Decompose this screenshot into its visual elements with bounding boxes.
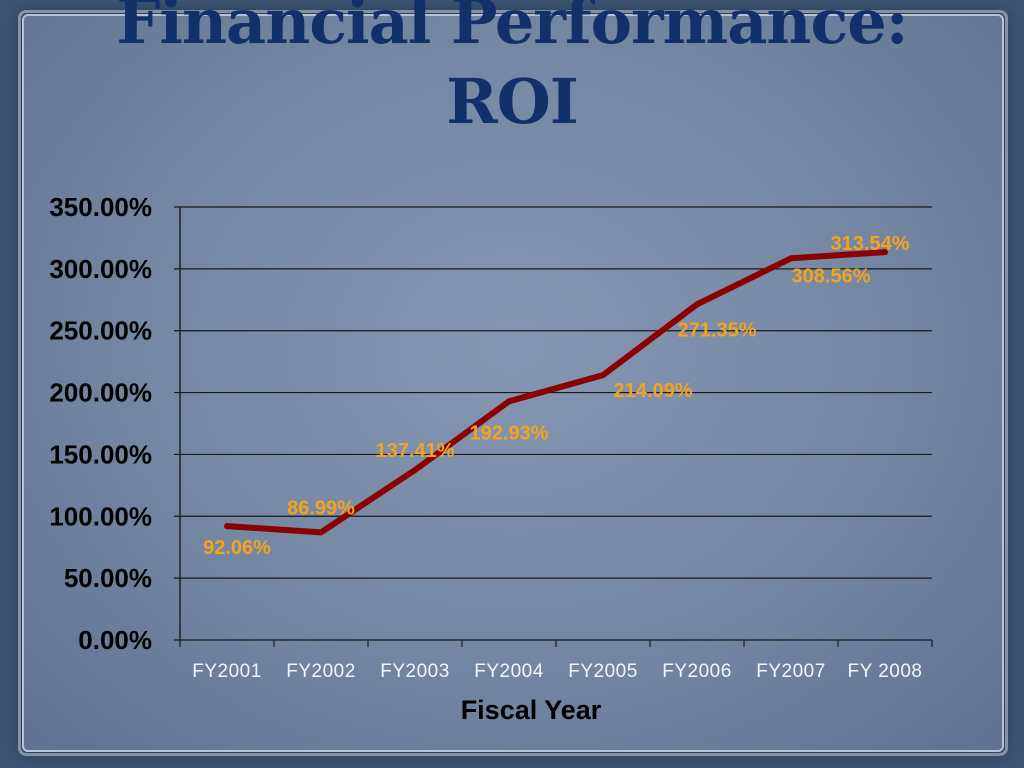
- data-label: 313.54%: [831, 233, 910, 255]
- roi-series-line: [224, 249, 888, 536]
- chart-series: [224, 249, 888, 536]
- y-tick-label: 150.00%: [49, 439, 152, 469]
- slide-title-line-2: ROI: [446, 65, 579, 138]
- x-tick-label: FY2007: [756, 661, 826, 682]
- slide-background: [22, 14, 1004, 752]
- x-axis-label: Fiscal Year: [461, 695, 602, 725]
- y-tick-label: 200.00%: [49, 378, 152, 408]
- x-tick-label: FY2003: [380, 661, 450, 682]
- y-tick-label: 50.00%: [64, 563, 152, 593]
- y-tick-label: 100.00%: [49, 501, 152, 531]
- data-label: 92.06%: [203, 537, 271, 559]
- slide-title-line-1: Financial Performance:: [116, 0, 908, 58]
- data-label: 308.56%: [792, 265, 871, 287]
- y-tick-label: 350.00%: [49, 192, 152, 222]
- y-axis-ticks: 0.00% 50.00% 100.00% 150.00% 200.00% 250.00% 3…: [49, 192, 152, 655]
- slide-border: [18, 10, 1008, 756]
- data-label: 214.09%: [614, 380, 693, 402]
- y-tick-label: 250.00%: [49, 316, 152, 346]
- data-labels: 92.06% 86.99% 137.41% 192.93% 214.09% 271.35%…: [203, 233, 910, 559]
- data-label: 192.93%: [470, 422, 549, 444]
- data-label: 137.41%: [376, 440, 455, 462]
- data-label: 86.99%: [287, 497, 355, 519]
- x-tick-label: FY2002: [286, 661, 356, 682]
- y-tick-label: 0.00%: [78, 625, 152, 655]
- x-tick-label: FY2005: [568, 661, 638, 682]
- x-tick-label: FY2006: [662, 661, 732, 682]
- x-axis: FY2001 FY2002 FY2003 FY2004 FY2005 FY2006 FY20…: [179, 207, 933, 682]
- x-tick-label: FY2004: [474, 661, 544, 682]
- x-tick-label: FY 2008: [848, 661, 923, 682]
- data-label: 271.35%: [678, 319, 757, 341]
- y-tick-label: 300.00%: [49, 254, 152, 284]
- chart-gridlines: [174, 206, 932, 641]
- x-tick-label: FY2001: [192, 661, 262, 682]
